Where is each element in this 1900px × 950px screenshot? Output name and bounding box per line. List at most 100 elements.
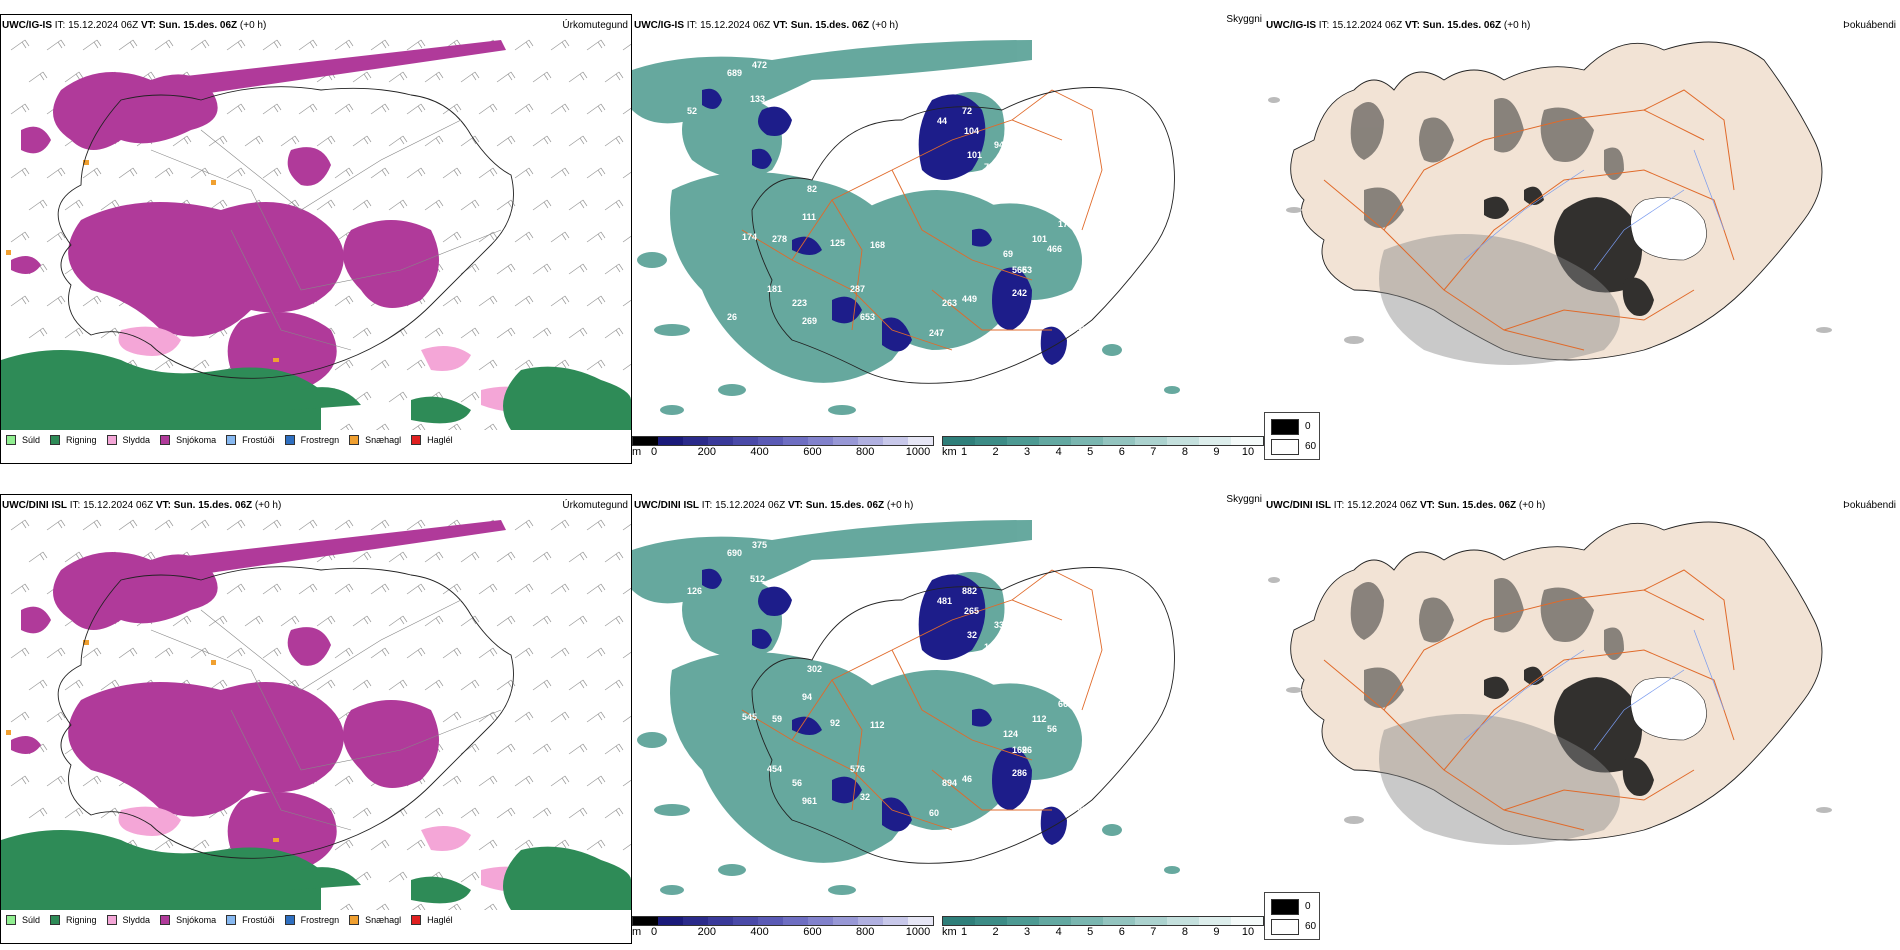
wind-barb: [532, 263, 552, 275]
wind-barb: [226, 647, 246, 659]
colorbar-segment: [1231, 917, 1263, 925]
wind-barb: [64, 807, 84, 819]
colorbar-segment: [1135, 917, 1167, 925]
wind-barb: [100, 807, 120, 819]
colorbar-segment: [1167, 437, 1199, 445]
colorbar-segment: [808, 917, 833, 925]
wind-barb: [496, 807, 516, 819]
wind-barb: [514, 839, 534, 851]
wind-barb: [424, 679, 444, 691]
wind-barb: [514, 167, 534, 179]
colorbar-segment: [1231, 437, 1263, 445]
wind-barb: [339, 423, 354, 430]
forecast-row: UWC/IG-IS IT: 15.12.2024 06Z VT: Sun. 15…: [0, 0, 1900, 470]
wind-barb: [550, 647, 570, 659]
wind-barb: [568, 743, 588, 755]
cloud-base-value-label: 104: [964, 126, 979, 136]
colorbar-segment: [883, 917, 908, 925]
colorbar-segment: [1103, 917, 1135, 925]
legend-item: Snæhagl: [349, 435, 401, 445]
wind-barb: [226, 103, 246, 115]
vt-label: VT:: [772, 20, 788, 31]
cloud-base-value-label: 247: [929, 328, 944, 338]
wind-barb: [172, 615, 192, 627]
legend-swatch: [160, 435, 171, 445]
colorbar-segment: [683, 917, 708, 925]
wind-barb: [532, 615, 552, 627]
wind-barb: [352, 679, 372, 691]
wind-barb: [10, 295, 30, 307]
wind-barb: [208, 615, 228, 627]
cloud-base-value-label: 63: [1022, 265, 1032, 275]
wind-barb: [388, 135, 408, 147]
model-name: UWC/IG-IS: [2, 20, 52, 31]
product-type: Úrkomutegund: [562, 500, 628, 511]
wind-barb: [82, 167, 102, 179]
wind-barb: [10, 167, 30, 179]
vt-value: Sun. 15.des. 06Z: [790, 20, 870, 31]
legend-label: Rigning: [66, 915, 97, 925]
wind-barb: [514, 103, 534, 115]
wind-barb: [406, 103, 426, 115]
wind-barb: [442, 711, 462, 723]
wind-barb: [424, 327, 444, 339]
wind-barb: [604, 71, 624, 83]
product-type: Úrkomutegund: [562, 20, 628, 31]
wind-barb: [622, 171, 631, 179]
legend-label: Snæhagl: [365, 915, 402, 925]
legend-label: Snjókoma: [176, 915, 217, 925]
cloud-base-value-label: 263: [942, 298, 957, 308]
wind-barb: [190, 519, 210, 531]
wind-barb: [82, 39, 102, 51]
wind-barb: [226, 583, 246, 595]
cloud-base-value-label: 84: [752, 362, 762, 372]
fog-legend-light-swatch: [1271, 439, 1299, 455]
wind-barb: [622, 363, 631, 371]
wind-barb: [442, 775, 462, 787]
wind-barb: [64, 679, 84, 691]
legend-item: Frostúði: [226, 915, 275, 925]
product-type: Skyggni: [1226, 494, 1262, 505]
wind-barb: [604, 263, 624, 275]
vt-label: VT:: [140, 20, 156, 31]
precip-type-panel: UWC/IG-IS IT: 15.12.2024 06Z VT: Sun. 15…: [0, 0, 632, 470]
wind-barb: [64, 327, 84, 339]
wind-barb: [388, 551, 408, 563]
cloud-base-value-label: 866: [687, 303, 702, 313]
cloud-base-value-label: 46: [962, 774, 972, 784]
wind-barb: [586, 775, 606, 787]
legend-label: Frostúði: [242, 435, 275, 445]
cloud-base-value-label: 98: [1077, 805, 1087, 815]
wind-barb: [334, 167, 354, 179]
lead-time: (+0 h): [871, 20, 899, 31]
colorbar-segment: [975, 437, 1007, 445]
colorbar-tick-label: 10: [1241, 926, 1255, 938]
wind-barb: [622, 843, 631, 851]
wind-barb: [334, 519, 354, 531]
colorbar-segment: [1071, 437, 1103, 445]
cloud-base-value-label: 33: [994, 620, 1004, 630]
wind-barb: [550, 583, 570, 595]
colorbar-segment: [943, 917, 975, 925]
wind-barb: [424, 71, 444, 83]
wind-barb: [298, 39, 318, 51]
wind-barb: [339, 903, 354, 910]
wind-barb: [496, 615, 516, 627]
cloud-base-value-label: 72: [962, 106, 972, 116]
precip-legend: Súld Rigning Slydda Snjókoma Frostúði Frostre…: [2, 912, 453, 928]
colorbar-tick-label: 4: [1055, 446, 1062, 458]
wind-barb: [46, 711, 66, 723]
wind-barb: [352, 615, 372, 627]
wind-barb: [154, 839, 174, 851]
wind-barb: [190, 839, 210, 851]
wind-barb: [442, 647, 462, 659]
legend-label: Slydda: [122, 435, 151, 445]
wind-barb: [262, 167, 282, 179]
wind-barb: [352, 327, 372, 339]
wind-barb: [46, 295, 66, 307]
wind-barb: [28, 551, 48, 563]
cloud-base-value-label: 472: [752, 60, 767, 70]
wind-barb: [46, 231, 66, 243]
wind-barb: [334, 103, 354, 115]
wind-barb: [424, 807, 444, 819]
